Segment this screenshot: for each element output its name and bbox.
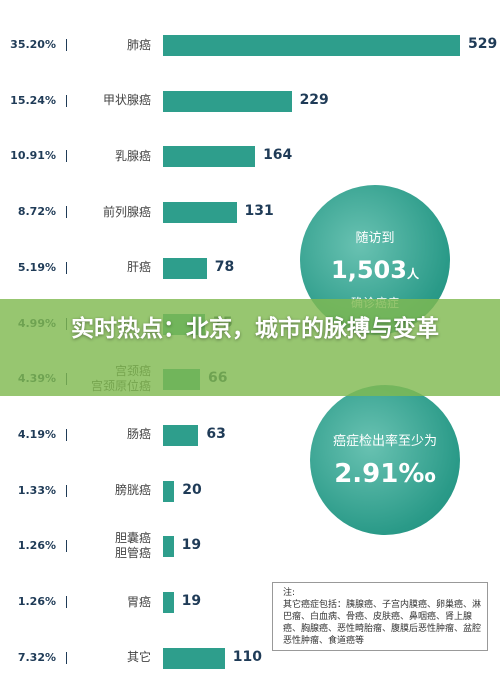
category-label: 其它 [126, 650, 151, 665]
category-label: 膀胱癌 [114, 483, 151, 498]
tick [66, 596, 67, 608]
value-label: 164 [263, 147, 293, 164]
share-label: 1.33% [17, 483, 56, 497]
note-text: 其它癌症包括：胰腺癌、子宫内膜癌、卵巢癌、淋巴瘤、白血病、骨癌、皮肤癌、鼻咽癌、… [283, 600, 482, 646]
share-label: 10.91% [10, 149, 56, 163]
category-label: 肝癌 [126, 260, 151, 275]
tick [66, 540, 67, 553]
share-label: 1.26% [17, 595, 56, 608]
bar [163, 647, 225, 669]
share-label: 35.20% [10, 38, 56, 51]
figure: 1,503 [331, 256, 407, 284]
share-label: 1.26% [17, 539, 56, 553]
bar [163, 424, 199, 446]
bar [163, 202, 237, 224]
category-label: 前列腺癌 [102, 204, 151, 219]
unit: 人 [406, 267, 419, 281]
tick [66, 150, 67, 163]
bar [163, 257, 207, 279]
rate-circle: 癌症检出率至少为 2.91‰ [310, 385, 460, 535]
bar [163, 480, 175, 502]
bar [163, 592, 174, 613]
category-label: 胃癌 [126, 594, 151, 609]
value-label: 63 [206, 425, 226, 442]
value-label: 20 [182, 481, 202, 498]
bar [163, 146, 256, 168]
tick [66, 484, 67, 497]
value-label: 19 [181, 537, 202, 554]
value-label: 19 [181, 593, 202, 609]
tick [66, 39, 67, 51]
bar [163, 90, 292, 112]
bar [163, 35, 460, 56]
tick [66, 206, 67, 219]
value-label: 529 [468, 36, 498, 52]
banner-title: 实时热点：北京，城市的脉搏与变革 [71, 316, 439, 342]
tick [66, 94, 67, 107]
category-label: 乳腺癌 [114, 148, 151, 163]
category-label: 胆囊癌 胆管癌 [114, 531, 151, 561]
value-label: 131 [244, 203, 274, 220]
bar [163, 536, 174, 558]
share-label: 15.24% [10, 93, 56, 107]
share-label: 7.32% [17, 650, 56, 664]
circle-figure: 1,503人 [300, 256, 450, 284]
note: 注: 其它癌症包括：胰腺癌、子宫内膜癌、卵巢癌、淋巴瘤、白血病、骨癌、皮肤癌、鼻… [272, 582, 488, 651]
share-label: 8.72% [17, 205, 56, 219]
tick [66, 428, 67, 441]
share-label: 5.19% [17, 260, 56, 274]
circle-caption: 癌症检出率至少为 [332, 434, 437, 449]
tick [66, 261, 67, 274]
tick [66, 651, 67, 664]
note-title: 注: [283, 588, 296, 598]
circle-figure: 2.91‰ [334, 459, 436, 489]
value-label: 78 [214, 258, 235, 275]
value-label: 229 [299, 91, 329, 108]
value-label: 110 [232, 648, 262, 665]
category-label: 甲状腺癌 [102, 93, 151, 108]
category-label: 肠癌 [126, 427, 151, 442]
share-label: 4.19% [17, 427, 56, 441]
banner [0, 299, 500, 396]
circle-caption: 随访到 [355, 231, 395, 246]
category-label: 肺癌 [126, 37, 151, 52]
